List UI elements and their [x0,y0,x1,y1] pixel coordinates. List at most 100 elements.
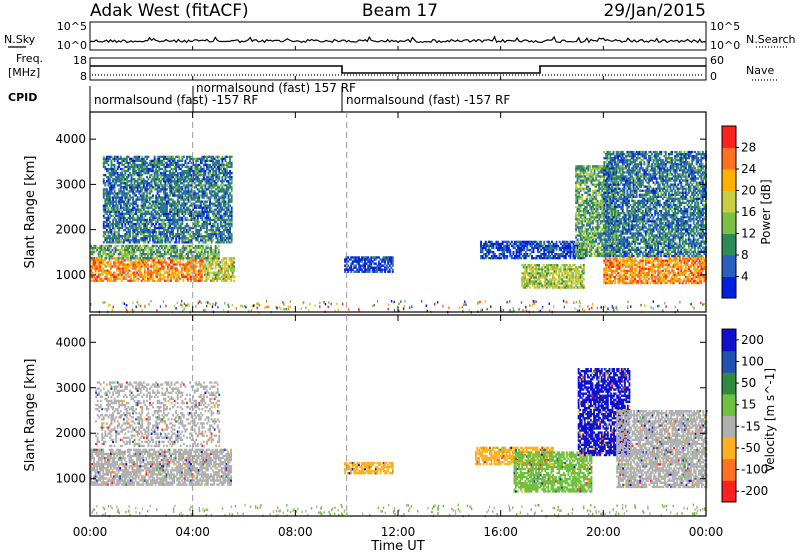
data-cell [215,235,217,237]
data-cell [212,160,214,162]
data-cell [523,249,525,251]
data-cell [157,192,159,194]
data-cell [189,247,191,249]
data-cell [231,188,233,190]
data-cell [198,178,200,180]
data-cell [532,274,534,276]
data-cell [176,247,178,249]
data-cell [486,255,488,257]
data-cell [149,239,151,241]
data-cell [227,272,229,274]
data-cell [174,172,176,174]
data-cell [128,170,130,172]
data-cell [148,201,150,203]
data-cell [231,217,233,219]
data-cell [204,255,206,257]
data-cell [223,233,225,235]
data-cell [581,274,583,276]
data-cell [577,200,579,202]
data-cell [206,194,208,196]
data-cell [200,182,202,184]
data-cell [169,272,171,274]
data-cell [128,237,130,239]
freq-tick-bottom: 8 [80,70,87,83]
data-cell [572,274,574,276]
data-cell [158,178,160,180]
data-cell [575,243,577,245]
data-cell [153,251,155,253]
data-cell [92,272,94,274]
data-cell [526,268,528,270]
data-cell [196,276,198,278]
data-cell [509,243,511,245]
data-cell [228,196,230,198]
data-cell [226,261,228,263]
data-cell [566,276,568,278]
data-cell [111,166,113,168]
data-cell [106,239,108,241]
data-cell [218,276,220,278]
data-cell [104,233,106,235]
data-cell [175,168,177,170]
data-cell [228,190,230,192]
data-cell [540,280,542,282]
data-cell [187,280,189,282]
data-cell [109,178,111,180]
data-cell [392,263,394,265]
freq-label: Freq. [16,52,43,65]
data-cell [226,280,228,282]
data-cell [201,180,203,182]
data-cell [164,265,166,267]
data-cell [172,259,174,261]
data-cell [546,286,548,288]
data-cell [217,194,219,196]
data-cell [509,251,511,253]
data-cell [143,178,145,180]
data-cell [178,235,180,237]
data-cell [147,267,149,269]
data-cell [208,174,210,176]
data-cell [347,271,349,273]
data-cell [186,265,188,267]
data-cell [389,269,391,271]
data-cell [152,278,154,280]
data-cell [206,158,208,160]
data-cell [160,215,162,217]
data-cell [205,237,207,239]
data-cell [228,239,230,241]
data-cell [561,282,563,284]
data-cell [199,255,201,257]
data-cell [195,227,197,229]
data-cell [158,247,160,249]
data-cell [123,241,125,243]
data-cell [185,188,187,190]
data-cell [181,223,183,225]
data-cell [167,251,169,253]
data-cell [126,194,128,196]
data-cell [128,164,130,166]
data-cell [218,201,220,203]
data-cell [108,160,110,162]
data-cell [195,270,197,272]
data-cell [526,270,528,272]
data-cell [146,166,148,168]
data-cell [164,278,166,280]
data-cell [167,267,169,269]
data-cell [530,264,532,266]
data-cell [560,268,562,270]
data-cell [508,247,510,249]
data-cell [141,188,143,190]
data-cell [155,215,157,217]
data-cell [546,278,548,280]
data-cell [231,223,233,225]
data-cell [117,172,119,174]
data-cell [141,272,143,274]
data-cell [480,241,482,243]
data-cell [135,201,137,203]
data-cell [150,263,152,265]
data-cell [551,253,553,255]
data-cell [220,184,222,186]
data-cell [109,221,111,223]
data-cell [170,253,172,255]
data-cell [204,263,206,265]
